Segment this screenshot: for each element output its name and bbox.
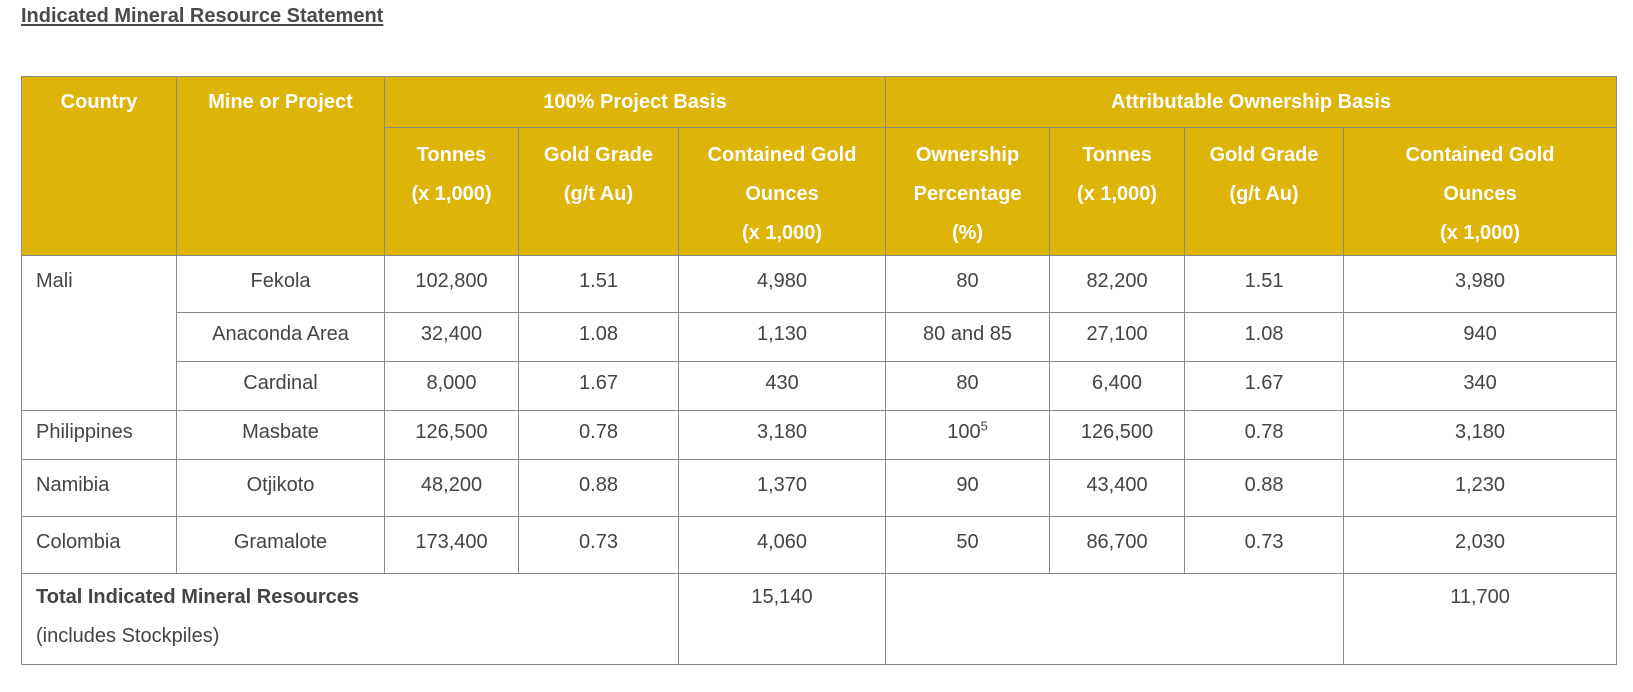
- cell-attrib-grade: 0.73: [1184, 516, 1345, 574]
- group-header-project-basis: 100% Project Basis: [383, 76, 887, 128]
- table-row: Namibia Otjikoto 48,200 0.88 1,370 90 43…: [21, 459, 1618, 517]
- cell-project-grade: 1.08: [518, 312, 679, 362]
- cell-attrib-ounces: 340: [1343, 361, 1618, 411]
- cell-project-grade: 0.78: [518, 410, 679, 460]
- total-attrib-ounces: 11,700: [1343, 573, 1618, 665]
- group-header-attributable-basis: Attributable Ownership Basis: [885, 76, 1618, 128]
- cell-project-tonnes: 8,000: [384, 361, 519, 411]
- cell-project-ounces: 1,370: [677, 459, 887, 517]
- cell-project-tonnes: 173,400: [384, 516, 519, 574]
- cell-attrib-grade: 1.08: [1184, 312, 1345, 362]
- table-row: Philippines Masbate 126,500 0.78 3,180 1…: [21, 410, 1618, 460]
- cell-attrib-ounces: 3,180: [1343, 410, 1618, 460]
- cell-attrib-grade: 0.78: [1184, 410, 1345, 460]
- cell-attrib-tonnes: 6,400: [1049, 361, 1186, 411]
- cell-attrib-tonnes: 86,700: [1049, 516, 1186, 574]
- table-row: Colombia Gramalote 173,400 0.73 4,060 50…: [21, 516, 1618, 574]
- table-row: Anaconda Area 32,400 1.08 1,130 80 and 8…: [22, 312, 1618, 362]
- cell-country: Mali: [21, 255, 177, 411]
- cell-project-grade: 1.67: [518, 361, 679, 411]
- cell-attrib-grade: 0.88: [1184, 459, 1345, 517]
- col-header-project-tonnes: Tonnes (x 1,000): [384, 127, 519, 256]
- col-header-mine: Mine or Project: [176, 76, 385, 256]
- cell-mine: Fekola: [176, 255, 385, 313]
- cell-attrib-ounces: 940: [1343, 312, 1618, 362]
- col-header-ownership: Ownership Percentage (%): [885, 127, 1051, 256]
- cell-country: Colombia: [21, 516, 177, 574]
- cell-project-tonnes: 48,200: [384, 459, 519, 517]
- cell-project-ounces: 430: [677, 361, 887, 411]
- col-header-project-grade: Gold Grade (g/t Au): [518, 127, 679, 256]
- header-row-columns: Tonnes (x 1,000) Gold Grade (g/t Au) Con…: [22, 127, 1618, 256]
- total-row: Total Indicated Mineral Resources (inclu…: [21, 573, 1618, 665]
- cell-attrib-ounces: 2,030: [1343, 516, 1618, 574]
- total-sublabel: (includes Stockpiles): [36, 625, 220, 647]
- cell-ownership: 1005: [885, 410, 1051, 460]
- col-header-attrib-grade: Gold Grade (g/t Au): [1184, 127, 1345, 256]
- cell-project-tonnes: 126,500: [384, 410, 519, 460]
- cell-project-grade: 0.88: [518, 459, 679, 517]
- col-header-attrib-tonnes: Tonnes (x 1,000): [1049, 127, 1186, 256]
- page-title: Indicated Mineral Resource Statement: [21, 5, 384, 27]
- cell-project-ounces: 4,060: [677, 516, 887, 574]
- cell-attrib-tonnes: 82,200: [1049, 255, 1186, 313]
- cell-ownership: 80: [885, 361, 1051, 411]
- header-row-groups: Country Mine or Project 100% Project Bas…: [21, 76, 1618, 256]
- total-label-cell: Total Indicated Mineral Resources (inclu…: [21, 573, 679, 665]
- cell-mine: Masbate: [176, 410, 385, 460]
- cell-project-grade: 0.73: [518, 516, 679, 574]
- cell-attrib-tonnes: 126,500: [1049, 410, 1186, 460]
- table-row: Mali Fekola 102,800 1.51 4,980 80 82,200…: [21, 255, 1618, 411]
- cell-attrib-ounces: 3,980: [1343, 255, 1618, 313]
- cell-project-grade: 1.51: [518, 255, 679, 313]
- cell-project-ounces: 1,130: [677, 312, 887, 362]
- cell-attrib-grade: 1.51: [1184, 255, 1345, 313]
- cell-country: Namibia: [21, 459, 177, 517]
- cell-mine: Anaconda Area: [176, 312, 385, 362]
- cell-project-ounces: 3,180: [677, 410, 887, 460]
- cell-project-tonnes: 102,800: [384, 255, 519, 313]
- total-project-ounces: 15,140: [677, 573, 887, 665]
- cell-attrib-grade: 1.67: [1184, 361, 1345, 411]
- col-header-project-ounces: Contained Gold Ounces (x 1,000): [677, 127, 887, 256]
- total-empty-cell: [885, 573, 1345, 665]
- col-header-country: Country: [21, 76, 177, 256]
- cell-mine: Cardinal: [176, 361, 385, 411]
- cell-mine: Otjikoto: [176, 459, 385, 517]
- cell-ownership: 90: [885, 459, 1051, 517]
- table-row: Cardinal 8,000 1.67 430 80 6,400 1.67 34…: [22, 361, 1618, 411]
- cell-country: Philippines: [21, 410, 177, 460]
- cell-ownership: 80: [885, 255, 1051, 313]
- cell-attrib-tonnes: 43,400: [1049, 459, 1186, 517]
- total-label: Total Indicated Mineral Resources: [36, 586, 360, 608]
- cell-ownership: 50: [885, 516, 1051, 574]
- cell-attrib-tonnes: 27,100: [1049, 312, 1186, 362]
- cell-project-tonnes: 32,400: [384, 312, 519, 362]
- footnote-marker: 5: [980, 418, 988, 434]
- resource-table: Country Mine or Project 100% Project Bas…: [21, 76, 1618, 665]
- cell-ownership: 80 and 85: [885, 312, 1051, 362]
- cell-project-ounces: 4,980: [677, 255, 887, 313]
- col-header-attrib-ounces: Contained Gold Ounces (x 1,000): [1343, 127, 1618, 256]
- cell-mine: Gramalote: [176, 516, 385, 574]
- cell-attrib-ounces: 1,230: [1343, 459, 1618, 517]
